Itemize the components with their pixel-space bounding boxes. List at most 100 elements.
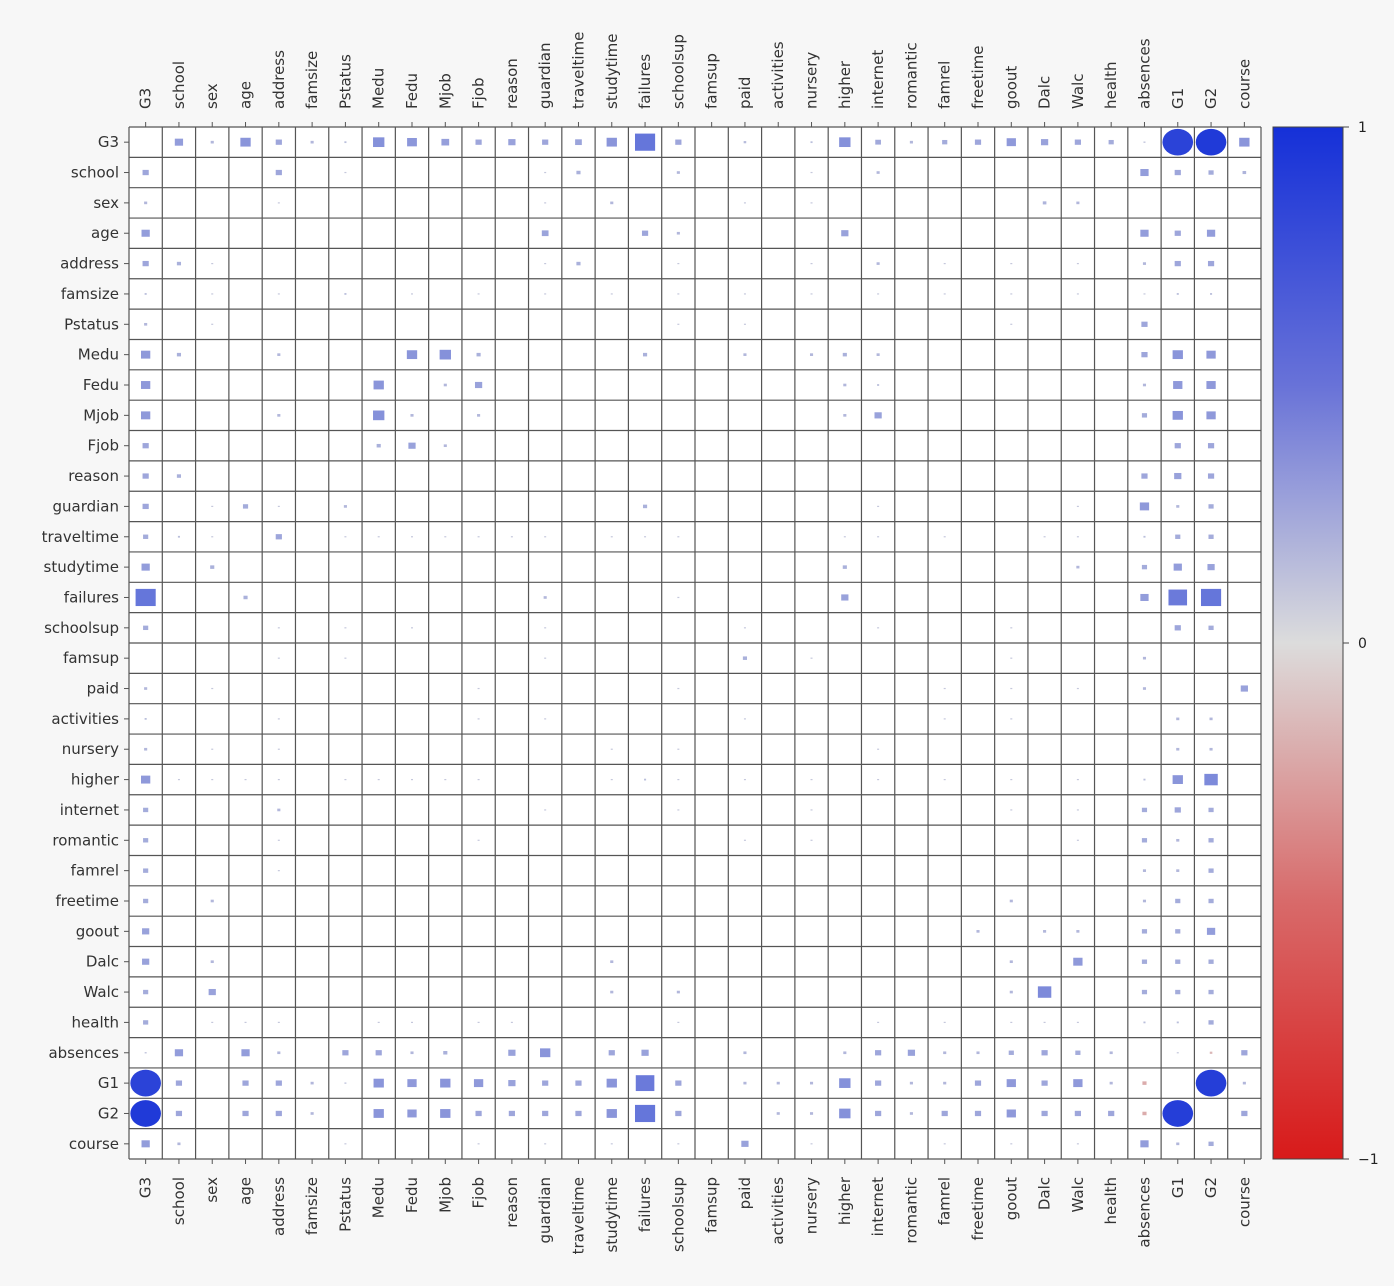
cell-course-Walc xyxy=(1076,1143,1079,1145)
x-tick-label-top-paid: paid xyxy=(736,77,754,109)
y-tick-label-freetime: freetime xyxy=(56,892,119,910)
cell-famsize-sex xyxy=(211,293,214,295)
x-tick-label-top-freetime: freetime xyxy=(969,46,987,109)
cell-Fedu-G2 xyxy=(1206,381,1216,389)
cell-G3-Fedu xyxy=(407,137,417,147)
x-tick-label-top-G1: G1 xyxy=(1169,88,1187,109)
cell-famsize-Fedu xyxy=(411,293,413,295)
cell-G2-guardian xyxy=(542,1110,549,1117)
cell-G2-higher xyxy=(839,1108,851,1119)
x-tick-label-bottom-internet: internet xyxy=(869,1177,887,1236)
cell-sex-paid xyxy=(743,202,746,204)
cell-famsup-goout xyxy=(1010,657,1013,659)
cell-higher-famrel xyxy=(943,778,946,781)
y-tick-label-Medu: Medu xyxy=(78,346,119,364)
cell-G1-Fjob xyxy=(473,1079,484,1088)
cell-activities-paid xyxy=(743,718,746,720)
cell-Fedu-Medu xyxy=(373,380,384,390)
cell-famsize-paid xyxy=(743,293,746,295)
cell-famrel-address xyxy=(277,870,280,872)
cell-health-Medu xyxy=(377,1021,380,1024)
cell-course-goout xyxy=(1010,1143,1013,1145)
cell-schoolsup-goout xyxy=(1010,627,1013,629)
colorbar-gradient xyxy=(1272,126,1344,1160)
cell-address-goout xyxy=(1010,262,1013,265)
cell-schoolsup-internet xyxy=(877,627,880,629)
cell-age-absences xyxy=(1140,229,1149,237)
cell-famsup-Pstatus xyxy=(344,657,347,659)
cell-traveltime-Medu xyxy=(377,536,380,538)
cell-reason-G2 xyxy=(1207,473,1215,479)
y-tick-label-G2: G2 xyxy=(98,1104,119,1122)
colorbar-label-max: 1 xyxy=(1358,120,1367,136)
x-tick-label-bottom-G2: G2 xyxy=(1202,1177,1220,1198)
cell-goout-G3 xyxy=(142,928,150,935)
cell-absences-health xyxy=(1109,1051,1113,1055)
cell-school-G1 xyxy=(1174,169,1181,176)
cell-freetime-absences xyxy=(1142,899,1147,903)
cell-G2-famsize xyxy=(310,1112,314,1115)
cell-G2-studytime xyxy=(606,1109,617,1118)
cell-school-absences xyxy=(1140,169,1149,177)
cell-famsize-address xyxy=(277,293,280,295)
cell-absences-age xyxy=(241,1049,250,1057)
y-tick-label-G3: G3 xyxy=(98,133,119,151)
cell-G1-G3 xyxy=(130,1069,161,1097)
cell-course-nursery xyxy=(810,1143,813,1145)
cell-reason-absences xyxy=(1141,473,1148,479)
x-tick-label-top-Fjob: Fjob xyxy=(470,78,488,110)
cell-failures-absences xyxy=(1140,593,1149,601)
x-tick-label-bottom-goout: goout xyxy=(1002,1177,1020,1220)
cell-Walc-G3 xyxy=(143,989,149,995)
cell-course-studytime xyxy=(610,1143,613,1145)
cell-G2-age xyxy=(242,1110,249,1117)
x-tick-label-bottom-school: school xyxy=(170,1177,188,1225)
cell-famsize-schoolsup xyxy=(677,293,680,295)
cell-G2-Medu xyxy=(373,1109,384,1118)
x-tick-label-top-internet: internet xyxy=(869,50,887,109)
cell-famsize-goout xyxy=(1010,293,1013,295)
cell-address-G3 xyxy=(142,260,149,267)
cell-internet-address xyxy=(277,808,281,812)
cell-Fjob-G3 xyxy=(142,443,149,449)
cell-traveltime-sex xyxy=(211,536,214,538)
y-tick-label-address: address xyxy=(60,255,119,273)
cell-guardian-failures xyxy=(642,504,648,509)
cell-G1-schoolsup xyxy=(675,1080,682,1086)
x-tick-label-top-Pstatus: Pstatus xyxy=(336,54,354,109)
cell-famsize-G1 xyxy=(1176,293,1179,295)
cell-G2-health xyxy=(1108,1110,1115,1117)
cell-G1-Medu xyxy=(373,1078,384,1088)
cell-G3-studytime xyxy=(606,137,617,147)
cell-absences-reason xyxy=(508,1049,516,1056)
cell-schoolsup-Pstatus xyxy=(344,627,347,629)
y-tick-label-course: course xyxy=(69,1135,119,1153)
cell-higher-G1 xyxy=(1172,775,1183,784)
cell-G1-Dalc xyxy=(1041,1080,1048,1086)
cell-G1-Fedu xyxy=(407,1079,417,1088)
cell-Fjob-G1 xyxy=(1174,443,1181,449)
cell-Fedu-Fjob xyxy=(474,381,483,389)
x-tick-label-bottom-health: health xyxy=(1102,1177,1120,1224)
cell-guardian-G1 xyxy=(1176,505,1180,508)
cell-G1-higher xyxy=(839,1078,851,1088)
cell-Mjob-internet xyxy=(874,412,882,419)
cell-Mjob-Fjob xyxy=(477,414,481,417)
y-tick-label-Walc: Walc xyxy=(84,983,119,1001)
cell-G2-reason xyxy=(508,1110,515,1117)
cell-age-G1 xyxy=(1174,230,1181,236)
x-tick-label-bottom-G1: G1 xyxy=(1169,1177,1187,1198)
x-tick-label-top-address: address xyxy=(270,50,288,109)
cell-romantic-nursery xyxy=(810,839,813,841)
x-tick-label-bottom-reason: reason xyxy=(503,1177,521,1228)
cell-internet-absences xyxy=(1141,807,1148,813)
cell-G2-address xyxy=(275,1110,282,1117)
cell-G1-failures xyxy=(635,1075,655,1092)
cell-guardian-address xyxy=(277,505,280,508)
cell-Pstatus-absences xyxy=(1141,321,1148,327)
cell-G3-G1 xyxy=(1162,128,1194,156)
cell-Medu-higher xyxy=(842,352,847,357)
cell-age-G3 xyxy=(141,229,150,237)
cell-goout-absences xyxy=(1141,929,1148,934)
cell-activities-guardian xyxy=(544,718,547,720)
